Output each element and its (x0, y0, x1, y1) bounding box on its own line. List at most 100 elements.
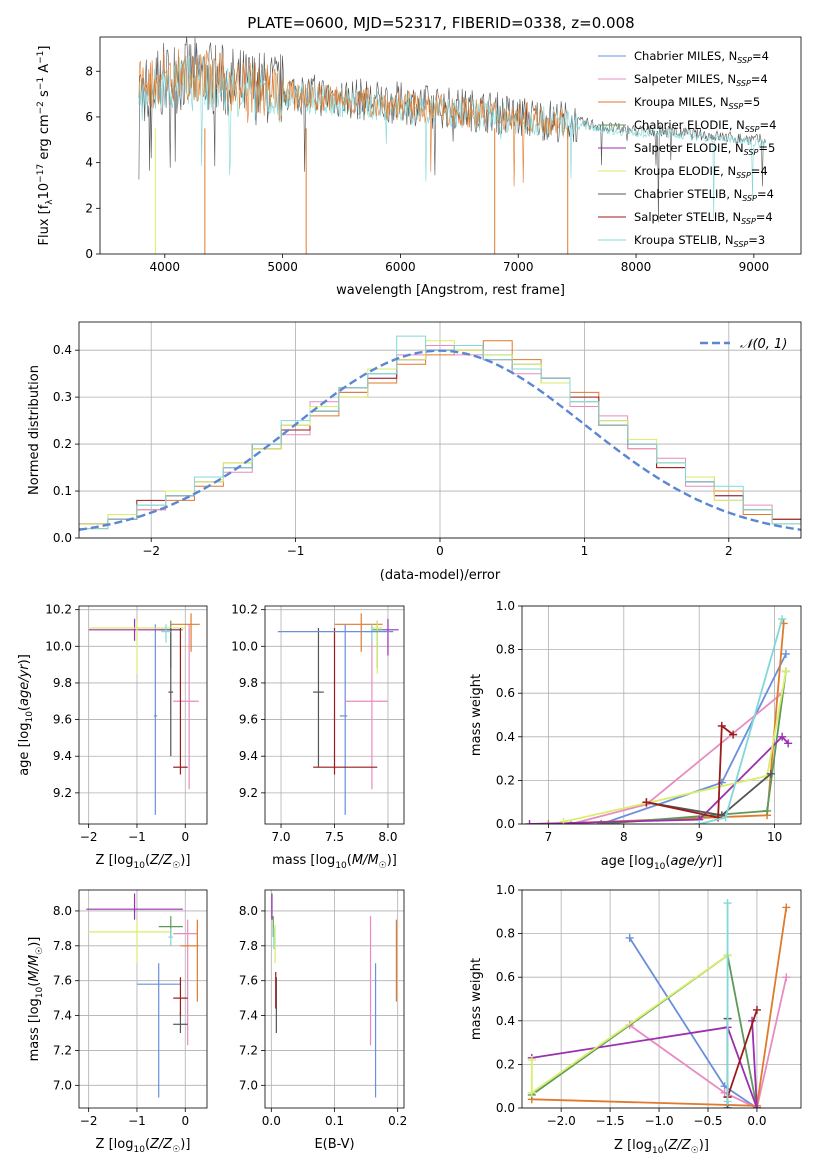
x-axis-label: wavelength [Angstrom, rest frame] (336, 283, 565, 298)
spectrum-series-line (138, 49, 566, 187)
x-axis-label-part: M/M (352, 853, 379, 868)
weight-point-marker (723, 899, 732, 908)
x-axis-label: Z [log10(Z/Z☉)] (96, 1137, 191, 1155)
x-axis-label-part: )] (712, 854, 722, 869)
y-tick-label: 10.2 (231, 603, 258, 617)
y-tick-label: 10.0 (231, 639, 258, 653)
x-tick-label: −1.0 (644, 1114, 673, 1128)
y-tick-label: 0.2 (496, 1057, 515, 1071)
y-tick-label: 0 (85, 247, 93, 261)
x-tick-label: −1 (287, 544, 305, 558)
x-axis-label-part: )] (387, 853, 397, 868)
axes-frame (78, 889, 208, 1109)
legend-label-sub: SSP (729, 102, 744, 111)
y-axis-label-part: s (37, 90, 52, 101)
legend-label-suffix: =3 (748, 233, 765, 247)
x-axis-label-part: 10 (133, 1145, 145, 1155)
x-tick-label: 10 (767, 830, 782, 844)
y-tick-label: 0.4 (496, 730, 515, 744)
weight-point-marker (642, 798, 651, 807)
legend-label: Salpeter ELODIE, NSSP=5 (634, 141, 775, 157)
weight_vs_Z-axes: −2.0 −1.5 −1.0 −0.5 0.0 0.0 0.2 0.4 0.6 0.8 1.0 Z [… (469, 883, 802, 1156)
y-axis-label: age [log10(age/yr)] (17, 654, 35, 776)
y-axis-label-part: λ (45, 199, 55, 205)
y-tick-label: 0.2 (496, 773, 515, 787)
x-axis-label-part: ( (665, 854, 670, 869)
y-tick-label: 7.4 (53, 1009, 72, 1023)
x-axis-label-part: ☉ (172, 861, 180, 871)
y-axis-label-part: −2 (36, 101, 46, 114)
x-tick-label: 4000 (150, 260, 181, 274)
x-axis-label-part: Z [log (96, 853, 134, 868)
legend-label-suffix: =4 (752, 49, 769, 63)
y-axis-label-part: erg cm (37, 114, 52, 163)
legend-label: Kroupa ELODIE, NSSP=4 (634, 164, 768, 180)
y-tick-label: 2 (85, 201, 93, 215)
y-axis-label: mass [log10(M/M☉)] (27, 937, 45, 1062)
x-tick-label: 0 (436, 544, 444, 558)
legend-label: Chabrier STELIB, NSSP=4 (634, 187, 774, 203)
y-tick-label: 0.4 (53, 343, 72, 357)
weight_vs_Z-lines (527, 899, 791, 1108)
x-axis-label: mass [log10(M/M☉)] (272, 853, 397, 871)
age_vs_mass-axes: 7.0 7.5 8.0 9.2 9.4 9.6 9.8 10.0 10.2 mass [log10… (231, 603, 405, 871)
legend-label: Chabrier MILES, NSSP=4 (634, 49, 769, 65)
legend-label: Salpeter MILES, NSSP=4 (634, 72, 768, 88)
x-tick-label: 0 (181, 1114, 189, 1128)
legend-label-sub: SSP (737, 56, 752, 65)
y-tick-label: 1.0 (496, 599, 515, 613)
y-tick-label: 7.0 (239, 1078, 258, 1092)
x-axis-label-part: Z [log (96, 1137, 134, 1152)
x-tick-label: 0.2 (388, 1114, 407, 1128)
weight_vs_age-lines (525, 615, 793, 824)
y-tick-label: 9.4 (239, 749, 258, 763)
y-axis-label-part: mass weight (469, 674, 484, 756)
axes-frame (521, 889, 802, 1109)
y-axis-label-part: 10 (35, 986, 45, 998)
x-tick-label: 8 (620, 830, 628, 844)
y-axis-label-part: Normed distribution (27, 365, 42, 495)
x-axis-label-part: )] (699, 1138, 709, 1153)
y-axis-label: mass weight (469, 958, 484, 1040)
y-tick-label: 9.8 (239, 676, 258, 690)
age_vs_Z-axes: −2 −1 09.29.49.69.810.010.2Z [log10(Z/Z☉)]… (17, 603, 208, 871)
x-tick-label: 2 (725, 544, 733, 558)
legend-label-suffix: =4 (751, 72, 768, 86)
weight-point-marker (723, 1097, 732, 1106)
weight-point-marker (559, 817, 568, 824)
legend-label-main: Chabrier ELODIE, N (634, 118, 745, 132)
x-tick-label: 0.1 (325, 1114, 344, 1128)
y-tick-label: 0.8 (496, 643, 515, 657)
y-tick-label: 9.4 (53, 749, 72, 763)
weight-series-line (629, 977, 788, 1108)
y-tick-label: 0.0 (496, 817, 515, 831)
residual-histograms (79, 335, 801, 538)
x-tick-label: −2 (80, 1114, 98, 1128)
legend-label-main: Kroupa MILES, N (634, 95, 729, 109)
y-tick-label: 10.0 (45, 639, 72, 653)
x-tick-label: 7.0 (271, 830, 290, 844)
weight-series-line (529, 735, 789, 824)
legend-label-suffix: =4 (751, 164, 768, 178)
legend-label-sub: SSP (745, 125, 760, 134)
figure-title: PLATE=0600, MJD=52317, FIBERID=0338, z=0… (247, 14, 634, 32)
y-tick-label: 0.8 (496, 927, 515, 941)
x-tick-label: 1 (581, 544, 589, 558)
x-axis-label-part: Z [log (614, 1138, 652, 1153)
y-axis-label-part: age [log (17, 723, 32, 776)
legend-label-main: Kroupa STELIB, N (634, 233, 734, 247)
y-tick-label: 0.6 (496, 970, 515, 984)
y-tick-label: 7.6 (53, 974, 72, 988)
weight-point-marker (625, 933, 634, 942)
spectrum-axes: 4000 5000 6000 7000 8000 9000 0 2 4 6 8 Chabrier MI… (36, 36, 802, 298)
y-tick-label: 6 (85, 110, 93, 124)
y-tick-label: 8.0 (53, 904, 72, 918)
x-axis-label-part: ( (347, 853, 352, 868)
mass_vs_ebv-errorbars (271, 893, 398, 1098)
mass_vs_ebv-axes: 0.0 0.1 0.2 7.0 7.2 7.4 7.6 7.8 8.0 E(B-V) (239, 889, 407, 1152)
spectrum-lines (138, 37, 766, 254)
x-tick-label: 0.0 (747, 1114, 766, 1128)
x-axis-label-part: ☉ (691, 1146, 699, 1156)
x-axis-label: age [log10(age/yr)] (601, 854, 723, 872)
